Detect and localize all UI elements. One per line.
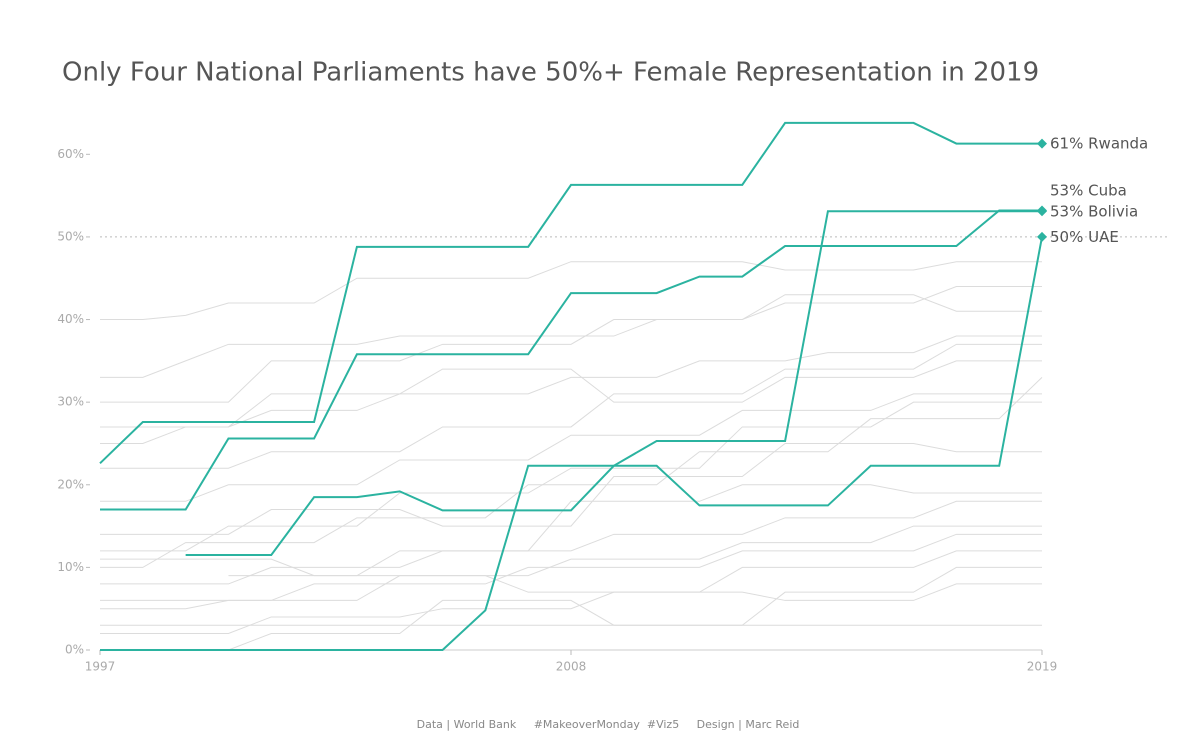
end-label-name: Cuba [1088,181,1127,199]
end-label-name: Rwanda [1088,134,1148,152]
end-label-value: 50% [1050,227,1083,245]
country-line [100,377,1043,568]
end-label-name: UAE [1088,227,1119,245]
end-label-value: 53% [1050,181,1083,199]
end-label: 50% UAE [1050,227,1119,245]
country-line [100,294,1042,403]
y-tick-label: 20% [57,477,84,491]
end-label: 53% Cuba [1050,181,1127,199]
country-line [228,484,1042,577]
x-tick-label: 1997 [85,660,116,674]
highlight-line [99,121,1042,465]
country-line [100,500,1042,585]
country-line [100,393,1042,502]
country-line [100,360,1042,428]
y-tick-label: 40% [57,312,84,326]
x-tick-label: 2019 [1027,660,1058,674]
end-label: 53% Bolivia [1050,202,1138,220]
highlight-line [185,210,1042,556]
country-line [100,261,1042,321]
end-marker [1037,138,1047,149]
country-line [100,335,1042,444]
country-line [100,533,1042,601]
country-line [100,566,1042,651]
chart-title: Only Four National Parliaments have 50%+… [62,58,1039,88]
y-tick-label: 0% [65,643,84,657]
y-tick-label: 60% [57,147,84,161]
country-line [100,285,1042,378]
end-label-value: 53% [1050,202,1083,220]
end-marker [1037,231,1047,242]
footer: Data | World Bank #MakeoverMonday #Viz5 … [417,718,800,731]
highlight-line [100,209,1042,511]
x-tick-label: 2008 [556,660,587,674]
country-line [100,442,1042,535]
y-tick-label: 50% [57,229,84,243]
y-tick-label: 30% [57,395,84,409]
country-line [100,583,1042,634]
end-marker [1037,206,1047,217]
y-tick-label: 10% [57,560,84,574]
end-label: 61% Rwanda [1050,134,1148,152]
end-label-value: 61% [1050,134,1083,152]
country-line [100,401,1042,552]
country-line [100,343,1042,469]
highlight-line [100,236,1043,651]
country-line [100,550,1042,593]
end-label-name: Bolivia [1088,202,1138,220]
